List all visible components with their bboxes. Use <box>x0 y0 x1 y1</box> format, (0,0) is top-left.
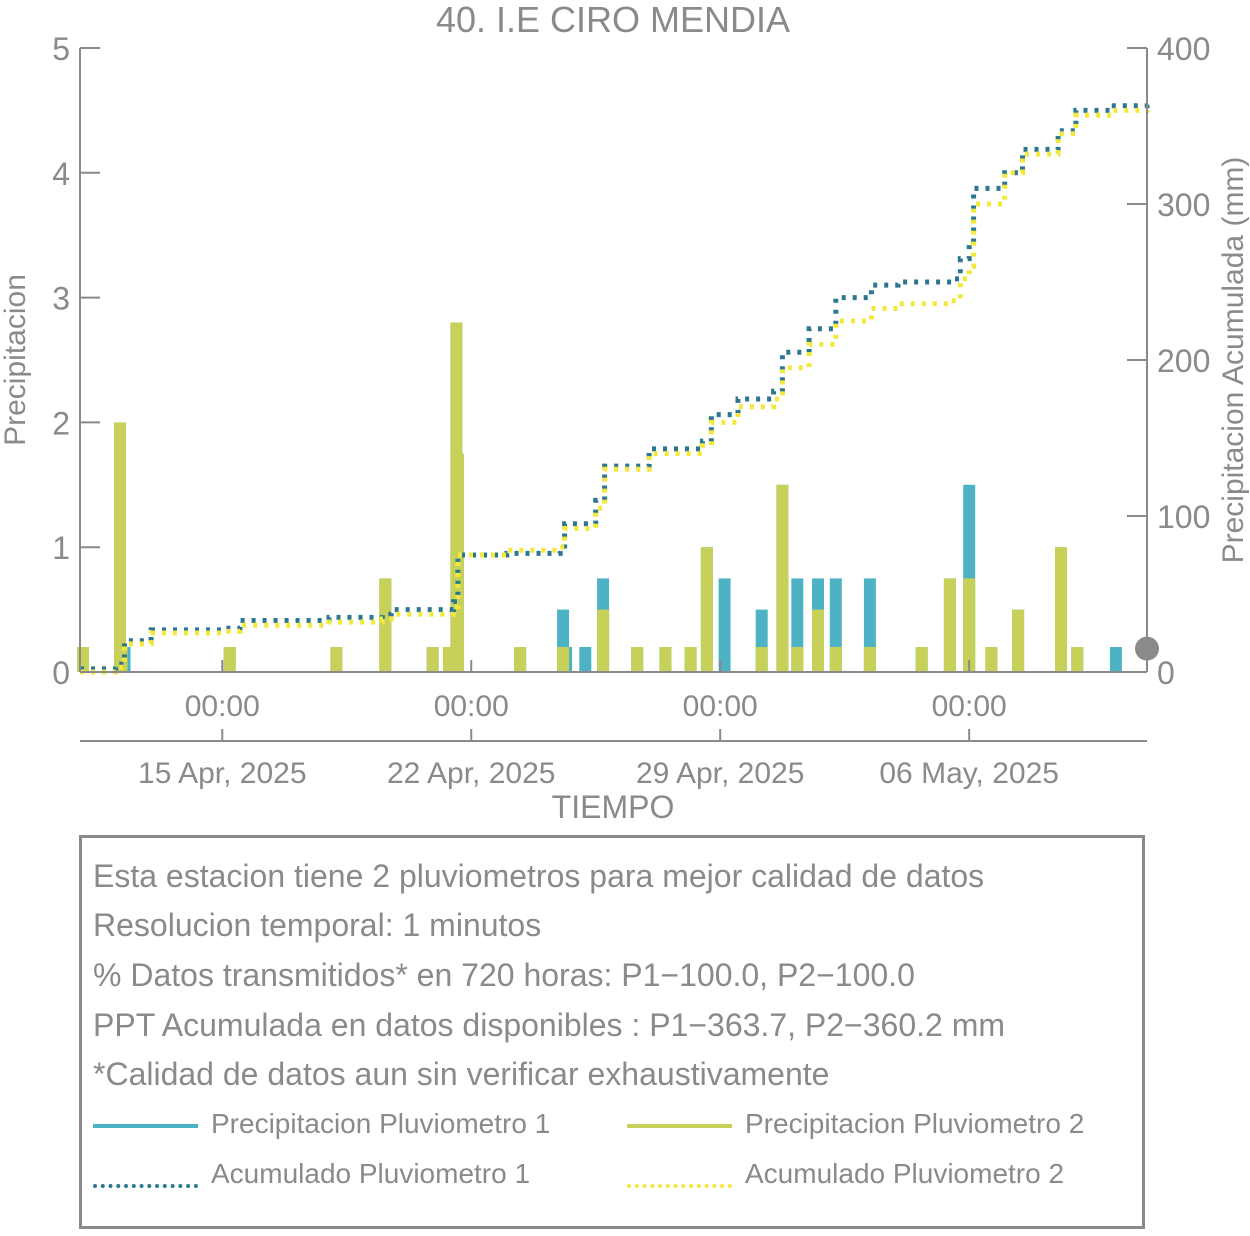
bar-pluviometro-2 <box>791 647 804 672</box>
y-axis-right-label: Precipitacion Acumulada (mm) <box>1217 157 1250 564</box>
bar-pluviometro-2 <box>684 647 697 672</box>
legend-swatch-solid <box>627 1124 732 1128</box>
accumulated-lines <box>80 103 1150 675</box>
y-left-tick-label: 1 <box>52 530 70 566</box>
bar-pluviometro-2 <box>1071 647 1084 672</box>
chart-title: 40. I.E CIRO MENDIA <box>436 0 790 40</box>
bar-pluviometro-2 <box>514 647 527 672</box>
y-left-tick-label: 3 <box>52 281 70 317</box>
y-right-tick-label: 0 <box>1157 655 1175 691</box>
x-date-tick-label: 06 May, 2025 <box>879 757 1059 790</box>
chart-axes: 0 1 2 3 4 5 0 100 200 300 400 00:00 15 Apr, 2025 00:0… <box>52 31 1210 790</box>
x-date-tick-label: 22 Apr, 2025 <box>387 757 556 790</box>
y-left-tick-label: 0 <box>52 655 70 691</box>
precipitation-bars <box>77 322 1122 672</box>
y-left-tick-label: 2 <box>52 405 70 441</box>
precipitation-chart: 40. I.E CIRO MENDIA 01234501002003004000… <box>0 0 1250 825</box>
y-right-tick-label: 200 <box>1157 343 1210 379</box>
y-left-tick-label: 4 <box>52 156 70 192</box>
legend-swatch-dotted <box>627 1184 732 1188</box>
bar-pluviometro-2 <box>330 647 343 672</box>
y-right-tick-label: 400 <box>1157 31 1210 67</box>
bar-pluviometro-2 <box>1012 609 1025 672</box>
bar-pluviometro-2 <box>776 484 789 672</box>
bar-pluviometro-2 <box>114 422 126 672</box>
line-acumulado-pluviometro-2 <box>80 107 1150 675</box>
bar-pluviometro-2 <box>812 609 824 672</box>
legend-label: Acumulado Pluviometro 2 <box>745 1158 1065 1189</box>
x-time-tick-label: 00:00 <box>185 690 260 723</box>
bar-pluviometro-2 <box>943 578 956 672</box>
note-resolution: Resolucion temporal: 1 minutos <box>93 907 542 943</box>
bar-pluviometro-2 <box>700 547 713 672</box>
note-station: Esta estacion tiene 2 pluviometros para … <box>93 858 985 894</box>
legend-label: Precipitacion Pluviometro 1 <box>211 1108 551 1139</box>
line-acumulado-pluviometro-1 <box>80 103 1150 672</box>
bar-pluviometro-2 <box>755 647 768 672</box>
x-time-tick-label: 00:00 <box>683 690 758 723</box>
x-axis-label: TIEMPO <box>552 789 675 825</box>
x-time-tick-label: 00:00 <box>434 690 509 723</box>
bar-pluviometro-2 <box>659 647 672 672</box>
bar-pluviometro-2 <box>115 647 128 672</box>
bar-pluviometro-2 <box>379 578 392 672</box>
bar-pluviometro-2 <box>915 647 928 672</box>
legend-swatch-dotted <box>93 1184 198 1188</box>
bar-pluviometro-2 <box>631 647 644 672</box>
legend-swatch-solid <box>93 1124 198 1128</box>
y-right-tick-label: 100 <box>1157 499 1210 535</box>
bar-pluviometro-2 <box>963 578 976 672</box>
end-marker-dot <box>1135 636 1159 661</box>
bar-pluviometro-2 <box>1055 547 1067 672</box>
y-left-tick-label: 5 <box>52 31 70 67</box>
bar-pluviometro-2 <box>829 647 842 672</box>
legend-label: Acumulado Pluviometro 1 <box>211 1158 531 1189</box>
note-transmitted: % Datos transmitidos* en 720 horas: P1−1… <box>93 957 915 993</box>
bar-pluviometro-2 <box>557 647 570 672</box>
x-date-tick-label: 29 Apr, 2025 <box>636 757 805 790</box>
info-panel: Esta estacion tiene 2 pluviometros para … <box>79 835 1145 1229</box>
bar-pluviometro-1 <box>1109 647 1122 672</box>
x-time-tick-label: 00:00 <box>932 690 1007 723</box>
bar-pluviometro-2 <box>426 647 439 672</box>
y-right-tick-label: 300 <box>1157 187 1210 223</box>
note-accumulated: PPT Acumulada en datos disponibles : P1−… <box>93 1007 1005 1043</box>
legend-label: Precipitacion Pluviometro 2 <box>745 1108 1085 1139</box>
bar-pluviometro-2 <box>597 609 610 672</box>
bar-pluviometro-1 <box>718 578 731 672</box>
note-quality: *Calidad de datos aun sin verificar exha… <box>93 1056 830 1092</box>
bar-pluviometro-2 <box>985 647 998 672</box>
bar-pluviometro-2 <box>223 647 236 672</box>
bar-pluviometro-1 <box>579 647 592 672</box>
x-date-tick-label: 15 Apr, 2025 <box>138 757 307 790</box>
bar-pluviometro-2 <box>863 647 876 672</box>
y-axis-left-label: Precipitacion <box>0 274 32 446</box>
